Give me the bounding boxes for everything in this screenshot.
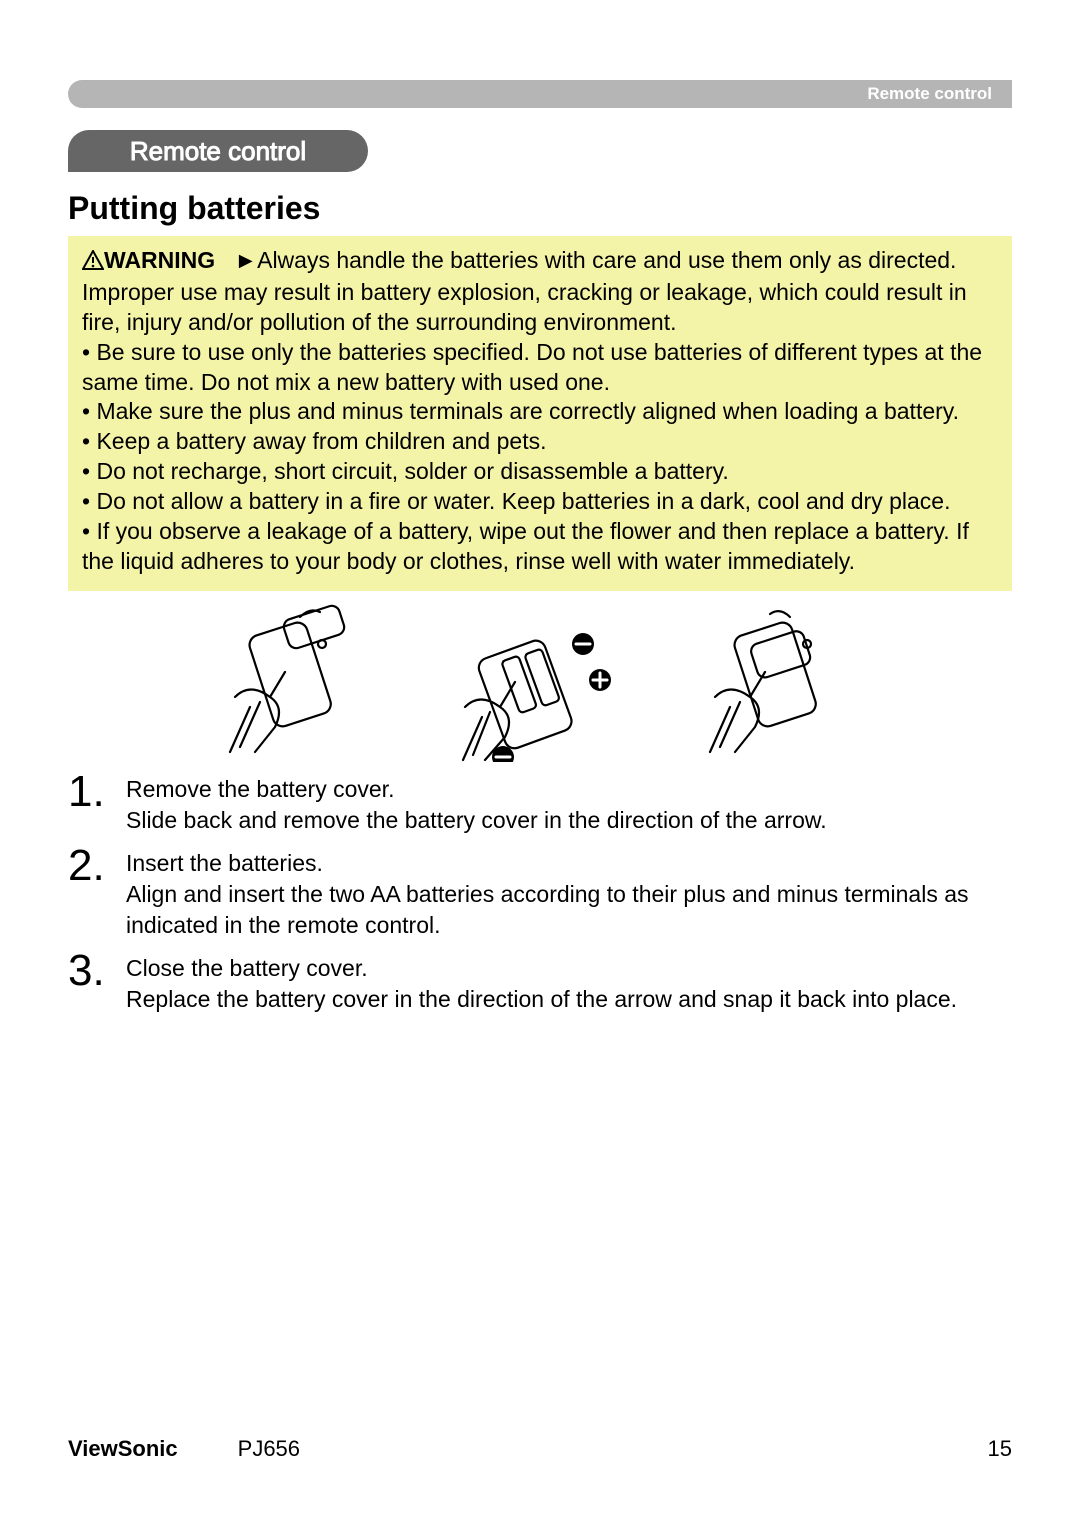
step-item: 3. Close the battery cover. Replace the …	[68, 949, 1012, 1015]
step-title: Insert the batteries.	[126, 850, 323, 876]
step-number: 2.	[68, 844, 126, 888]
warning-bullet: Do not allow a battery in a fire or wate…	[96, 488, 950, 514]
step-text: Remove the battery cover. Slide back and…	[126, 770, 827, 836]
steps-list: 1. Remove the battery cover. Slide back …	[68, 770, 1012, 1023]
step-body: Replace the battery cover in the directi…	[126, 986, 957, 1012]
section-title: Putting batteries	[68, 190, 320, 227]
step-number: 3.	[68, 949, 126, 993]
section-pill-text: Remote control	[130, 136, 306, 167]
warning-bullet: Be sure to use only the batteries specif…	[82, 339, 982, 395]
header-label: Remote control	[867, 84, 992, 104]
section-pill: Remote control	[68, 130, 368, 172]
footer-brand: ViewSonic	[68, 1436, 178, 1462]
header-bar: Remote control	[68, 80, 1012, 108]
step-title: Remove the battery cover.	[126, 776, 394, 802]
step-text: Close the battery cover. Replace the bat…	[126, 949, 957, 1015]
illustration-row	[0, 602, 1080, 762]
warning-label: WARNING	[104, 247, 215, 273]
warning-bullet: Make sure the plus and minus terminals a…	[96, 398, 959, 424]
illustration-insert-batteries-icon	[455, 602, 625, 762]
warning-triangle-icon	[82, 248, 104, 278]
warning-bullet: Keep a battery away from children and pe…	[96, 428, 546, 454]
step-text: Insert the batteries. Align and insert t…	[126, 844, 1012, 941]
footer-model: PJ656	[238, 1436, 300, 1462]
warning-bullet: Do not recharge, short circuit, solder o…	[96, 458, 728, 484]
warning-arrow-icon: ►	[234, 247, 257, 273]
warning-bullet: If you observe a leakage of a battery, w…	[82, 518, 969, 574]
warning-intro: Always handle the batteries with care an…	[82, 247, 967, 335]
page-footer: ViewSonic PJ656 15	[68, 1436, 1012, 1462]
step-number: 1.	[68, 770, 126, 814]
step-item: 1. Remove the battery cover. Slide back …	[68, 770, 1012, 836]
warning-box: WARNING ►Always handle the batteries wit…	[68, 236, 1012, 591]
step-body: Align and insert the two AA batteries ac…	[126, 881, 969, 938]
illustration-close-cover-icon	[695, 602, 865, 762]
footer-page-number: 15	[988, 1436, 1012, 1462]
step-title: Close the battery cover.	[126, 955, 368, 981]
step-item: 2. Insert the batteries. Align and inser…	[68, 844, 1012, 941]
step-body: Slide back and remove the battery cover …	[126, 807, 827, 833]
illustration-remove-cover-icon	[215, 602, 385, 762]
